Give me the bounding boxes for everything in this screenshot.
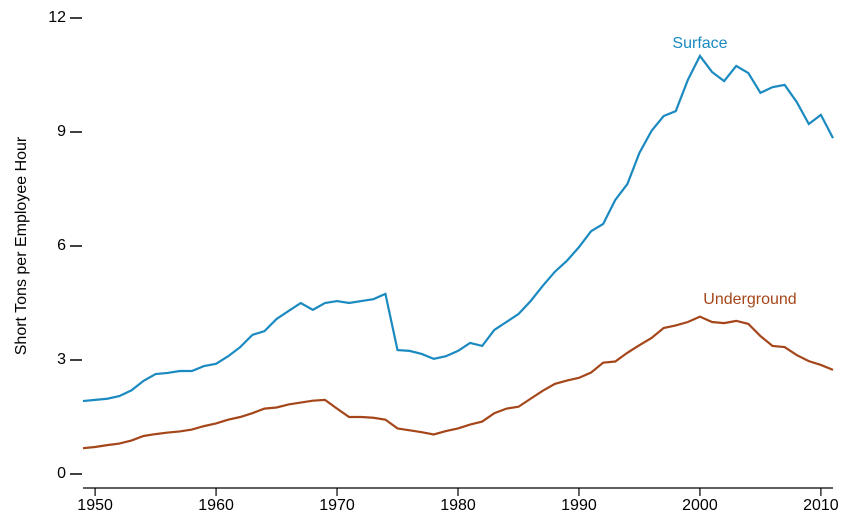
y-tick-label: 12 <box>48 9 66 26</box>
series-label: Underground <box>703 291 796 308</box>
x-tick-label: 2010 <box>803 497 839 514</box>
x-tick-label: 1980 <box>440 497 476 514</box>
x-tick-label: 1950 <box>77 497 113 514</box>
y-tick-label: 9 <box>57 123 66 140</box>
x-tick-label: 2000 <box>682 497 718 514</box>
y-tick-label: 6 <box>57 237 66 254</box>
x-tick-label: 1990 <box>561 497 597 514</box>
y-axis-label: Short Tons per Employee Hour <box>13 136 30 355</box>
series-line <box>82 315 834 450</box>
y-tick-label: 0 <box>57 465 66 482</box>
series-label: Surface <box>672 35 727 52</box>
x-tick-label: 1960 <box>198 497 234 514</box>
series-line <box>82 53 834 403</box>
x-tick-label: 1970 <box>319 497 355 514</box>
y-tick-label: 3 <box>57 351 66 368</box>
